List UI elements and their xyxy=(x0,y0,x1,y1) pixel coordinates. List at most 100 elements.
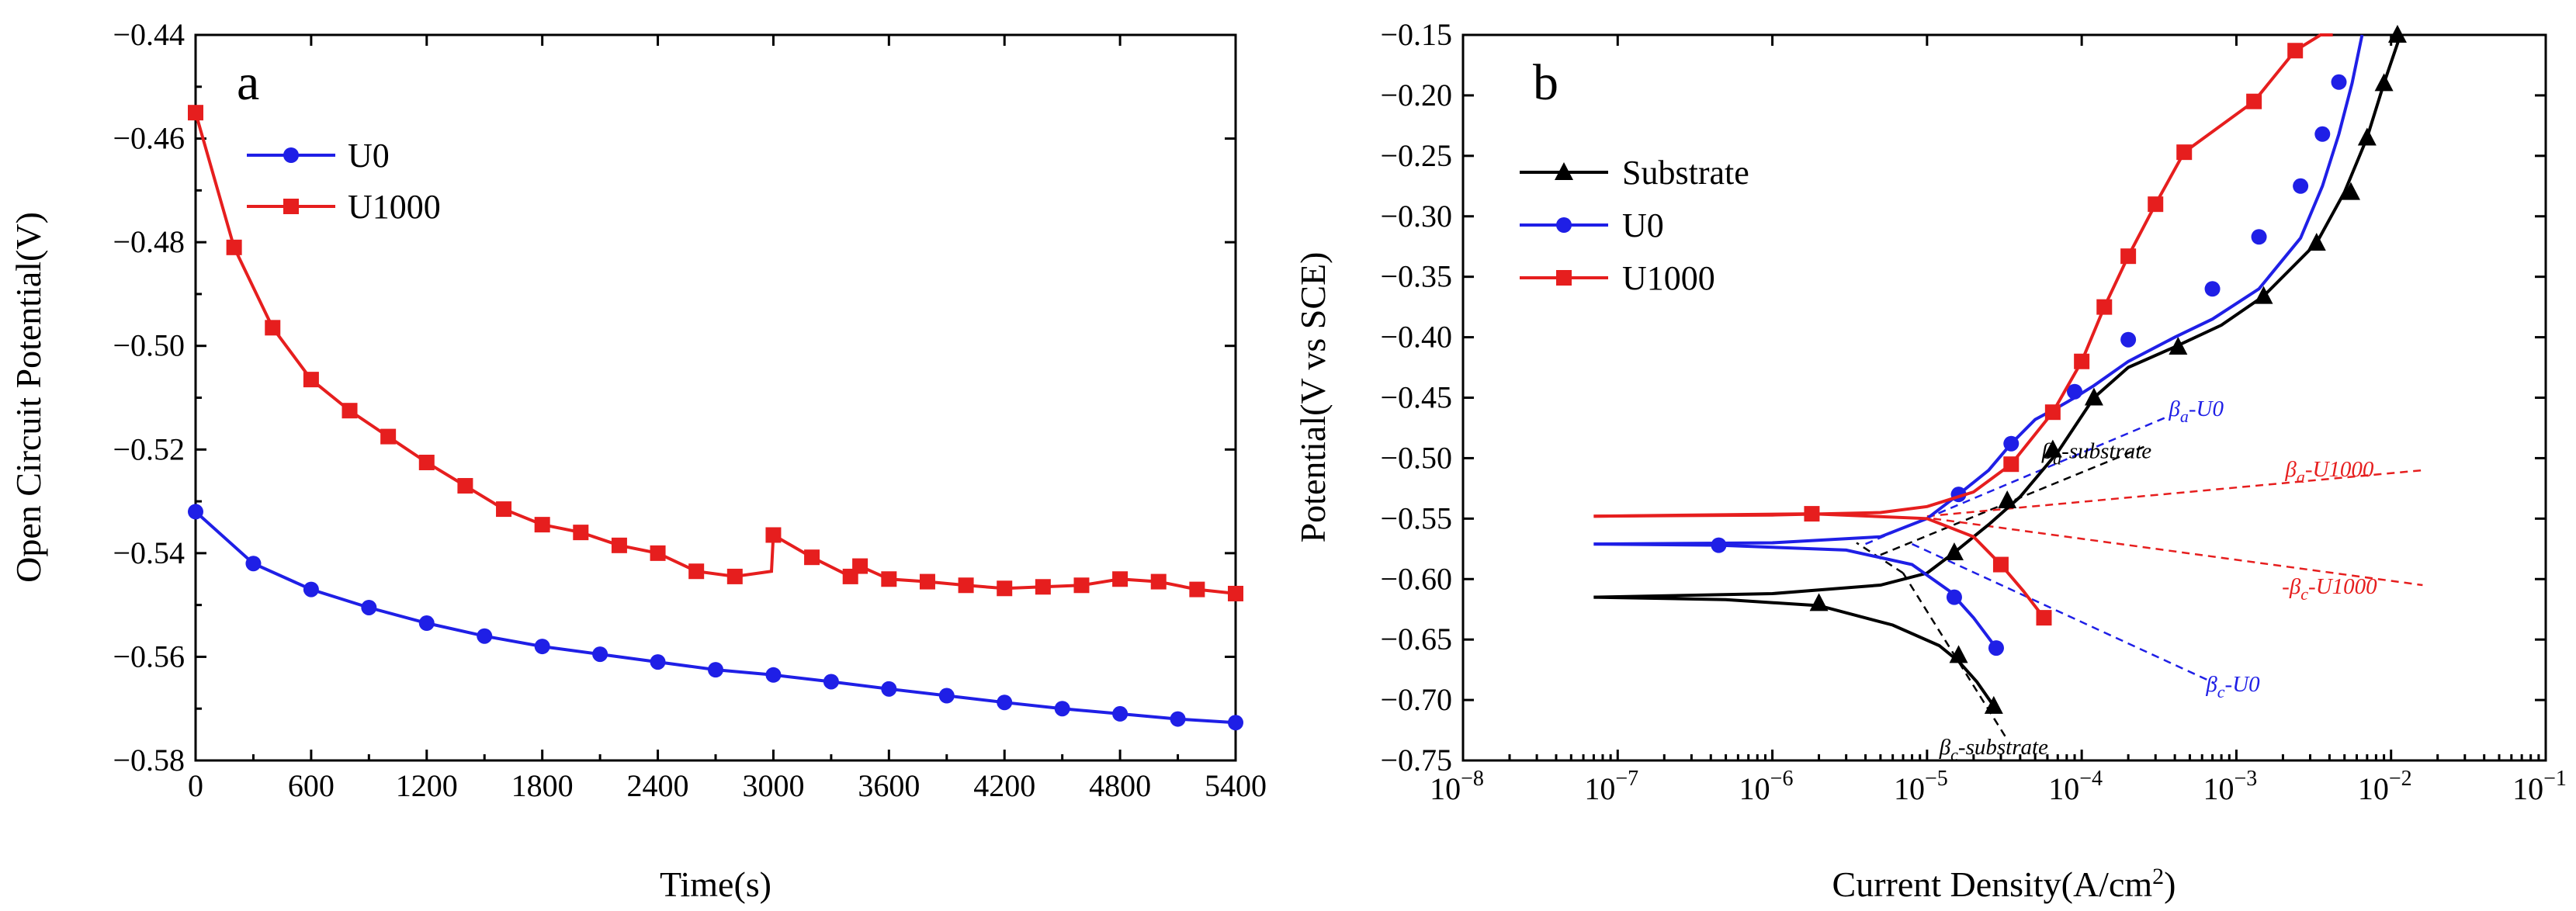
panel-b-y-tick-label: −0.40 xyxy=(1380,320,1452,355)
panel-b-data-point-u1000 xyxy=(2120,248,2137,265)
panel-a-data-point-u0 xyxy=(1228,715,1243,731)
panel-a-data-point-u1000 xyxy=(958,577,974,594)
panel-b-data-point-substrate xyxy=(1944,542,1964,560)
panel-a-x-tick-label: 600 xyxy=(288,768,335,803)
panel-b-data-point-substrate xyxy=(1984,695,2003,714)
panel-b-y-tick-label: −0.25 xyxy=(1380,138,1452,173)
panel-a-data-point-u1000 xyxy=(418,454,435,470)
panel-b-data-point-u1000 xyxy=(2074,353,2090,369)
panel-b-plot-frame xyxy=(1461,33,2547,762)
panel-b-series-anodic-substrate xyxy=(1593,34,2402,599)
panel-b-series-cathodic-substrate xyxy=(1593,595,1995,708)
panel-a-data-point-u1000 xyxy=(342,403,358,419)
panel-a-data-point-u1000 xyxy=(188,105,203,121)
panel-b-annotation--substrate: βa-substrate xyxy=(2041,438,2152,468)
panel-a-y-tick-label: −0.50 xyxy=(113,328,185,363)
panel-b-x-tick-label: 10−5 xyxy=(1894,767,1948,806)
panel-b-tafel-line-u1000 xyxy=(1933,518,2423,587)
panel-a-y-tick-label: −0.48 xyxy=(113,224,185,259)
panel-b-y-tick-label: −0.30 xyxy=(1380,199,1452,234)
panel-a-x-tick-label: 4800 xyxy=(1089,768,1151,803)
panel-b-data-point-substrate xyxy=(2254,286,2273,304)
panel-b-legend-item-substrate[interactable]: Substrate xyxy=(1520,154,1749,192)
panel-a-legend-item-u0[interactable]: U0 xyxy=(247,137,390,175)
panel-b-x-tick-label: 10−4 xyxy=(2048,767,2103,806)
panel-a-y-tick-label: −0.54 xyxy=(113,535,185,570)
panel-b-data-point-u0 xyxy=(2251,229,2267,245)
panel-b-y-tick-label: −0.60 xyxy=(1380,561,1452,596)
panel-a-x-tick-label: 3000 xyxy=(742,768,804,803)
panel-a-legend: U0 U1000 xyxy=(247,137,441,226)
panel-a-x-axis: 0 600 1200 1800 2400 3000 3600 4200 4800 5400 xyxy=(188,35,1267,803)
panel-a-series-line-u1000 xyxy=(194,112,1236,595)
panel-b-data-point-u1000 xyxy=(2176,144,2193,161)
panel-a-data-point-u0 xyxy=(477,628,493,644)
panel-b-data-point-substrate xyxy=(2387,25,2407,43)
panel-a-x-tick-label: 4200 xyxy=(973,768,1035,803)
panel-b-data-point-substrate xyxy=(1998,490,2017,508)
panel-a-data-point-u1000 xyxy=(1228,585,1243,601)
panel-b-data-point-substrate xyxy=(2374,73,2394,92)
panel-b-legend: Substrate U0 U1000 xyxy=(1520,154,1749,297)
panel-b-data-point-substrate xyxy=(2043,439,2062,458)
panel-a-series xyxy=(188,105,1243,731)
panel-b-data-point-u0 xyxy=(1711,537,1727,553)
panel-b-data-point-u1000 xyxy=(2287,43,2304,59)
panel-b-legend-item-u1000[interactable]: U1000 xyxy=(1520,259,1715,297)
panel-a-data-point-u1000 xyxy=(265,320,281,336)
panel-a-data-point-u1000 xyxy=(534,517,550,533)
panel-a-y-axis: −0.44 −0.46 −0.48 −0.50 −0.52 −0.54 −0.56 −0.58 xyxy=(113,17,1236,778)
panel-a-y-tick-label: −0.58 xyxy=(113,743,185,778)
panel-a-data-point-u0 xyxy=(708,662,723,678)
panel-b-data-point-u1000 xyxy=(2003,456,2020,473)
panel-b-data-point-u1000 xyxy=(2148,196,2164,213)
panel-a-data-point-u1000 xyxy=(1035,579,1051,595)
panel-b-x-tick-label: 10−8 xyxy=(1430,767,1484,806)
panel-b-y-tick-label: −0.50 xyxy=(1380,440,1452,475)
panel-b-x-tick-label: 10−1 xyxy=(2512,767,2567,806)
panel-a-y-axis-title: Open Circuit Potential(V) xyxy=(9,212,48,583)
panel-b-data-point-u1000 xyxy=(2246,93,2262,109)
panel-a-y-tick-label: −0.46 xyxy=(113,121,185,156)
panel-a-x-tick-label: 5400 xyxy=(1205,768,1267,803)
panel-a-x-tick-label: 2400 xyxy=(627,768,689,803)
panel-a-data-point-u0 xyxy=(1054,701,1070,717)
panel-b-x-tick-label: 10−3 xyxy=(2203,767,2258,806)
panel-b-y-tick-label: −0.65 xyxy=(1380,622,1452,656)
panel-a-x-tick-label: 3600 xyxy=(858,768,920,803)
panel-b-data-point-u0 xyxy=(2003,435,2020,452)
panel-a-data-point-u0 xyxy=(418,615,435,632)
panel-b-x-axis-title-main: Current Density(A/cm xyxy=(1832,864,2153,904)
panel-a-label: a xyxy=(237,54,259,111)
panel-b-annotation--u1000: -βc-U1000 xyxy=(2282,574,2377,604)
panel-a-data-point-u1000 xyxy=(919,573,935,590)
panel-b-y-axis-title: Potential(V vs SCE) xyxy=(1293,252,1333,543)
panel-a-legend-item-u1000[interactable]: U1000 xyxy=(247,188,441,226)
panel-a-data-point-u1000 xyxy=(1112,571,1129,587)
panel-b-data-point-u0 xyxy=(2067,383,2083,400)
panel-b-data-point-u1000 xyxy=(1804,506,1820,522)
panel-a-data-point-u1000 xyxy=(573,525,589,541)
panel-a-data-point-u1000 xyxy=(688,563,705,580)
panel-a-data-point-u0 xyxy=(881,681,897,697)
panel-b-data-point-u0 xyxy=(2204,281,2221,297)
panel-a-data-point-u1000 xyxy=(303,372,319,388)
panel-b-data-point-substrate xyxy=(1809,593,1829,611)
panel-b-data-point-u0 xyxy=(2293,178,2309,194)
panel-b-x-tick-label: 10−7 xyxy=(1584,767,1638,806)
panel-a-data-point-u0 xyxy=(534,639,550,655)
panel-b-legend-item-u0[interactable]: U0 xyxy=(1520,206,1664,244)
panel-b-data-point-substrate xyxy=(2307,233,2326,251)
panel-a-legend-marker-u1000 xyxy=(283,199,299,214)
panel-a-series-line-u0 xyxy=(194,510,1236,725)
panel-b-data-point-u1000 xyxy=(2044,404,2061,421)
panel-a-data-point-u0 xyxy=(361,599,377,615)
panel-b-y-tick-label: −0.55 xyxy=(1380,501,1452,535)
panel-b-data-point-u0 xyxy=(1946,589,1962,605)
panel-a-data-point-u0 xyxy=(650,654,666,670)
panel-b-y-tick-label: −0.75 xyxy=(1380,743,1452,778)
panel-b-y-tick-label: −0.35 xyxy=(1380,259,1452,294)
panel-b: −0.15 −0.20 −0.25 −0.30 −0.35 −0.40 −0.45 −0.50… xyxy=(1293,17,2567,904)
panel-b-legend-marker-u1000 xyxy=(1556,270,1572,286)
